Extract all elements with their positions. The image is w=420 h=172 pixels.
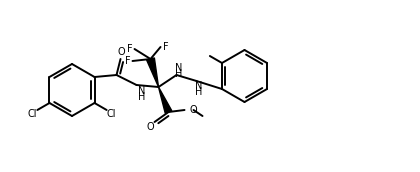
Text: H: H bbox=[195, 87, 202, 97]
Text: F: F bbox=[127, 44, 132, 54]
Text: F: F bbox=[163, 42, 168, 52]
Text: N: N bbox=[137, 86, 145, 96]
Text: O: O bbox=[118, 47, 125, 57]
Polygon shape bbox=[147, 58, 158, 87]
Text: Cl: Cl bbox=[107, 109, 116, 119]
Polygon shape bbox=[158, 87, 172, 113]
Text: F: F bbox=[125, 56, 130, 66]
Text: O: O bbox=[147, 122, 154, 132]
Text: H: H bbox=[175, 69, 182, 79]
Text: N: N bbox=[195, 81, 202, 91]
Text: Cl: Cl bbox=[28, 109, 37, 119]
Text: N: N bbox=[175, 63, 182, 73]
Text: H: H bbox=[137, 92, 145, 102]
Text: O: O bbox=[189, 105, 197, 115]
